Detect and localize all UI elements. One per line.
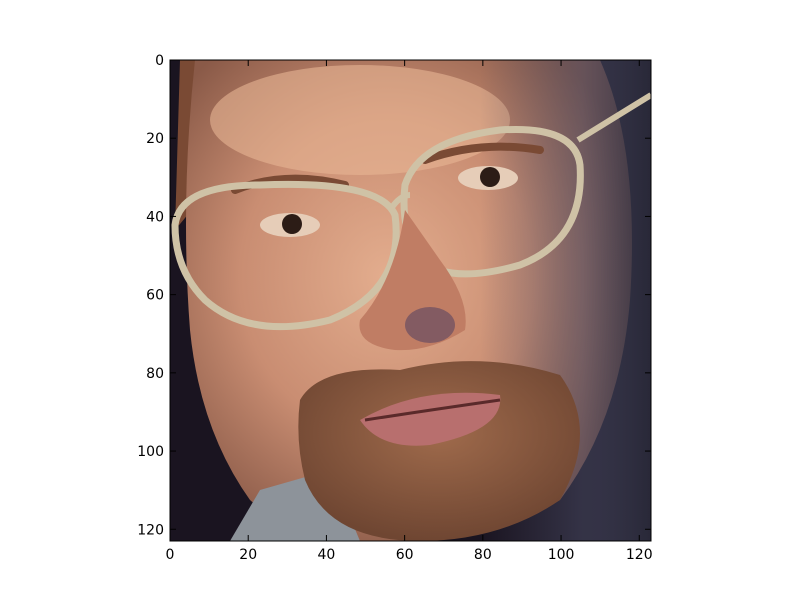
y-tick-label: 0	[155, 53, 164, 69]
x-tick-label: 0	[166, 547, 175, 563]
x-tick-label: 100	[548, 547, 575, 563]
right-eyebrow	[421, 142, 544, 164]
glasses-left-lens	[171, 180, 400, 331]
y-tick-label: 80	[146, 366, 164, 382]
glasses-temple	[576, 92, 651, 143]
axes-frame	[169, 59, 652, 542]
x-tick-label: 20	[239, 547, 257, 563]
x-tick-label: 120	[626, 547, 653, 563]
nose-shadow	[405, 307, 455, 343]
y-tick-label: 20	[146, 131, 164, 147]
portrait-photo	[170, 60, 651, 541]
glasses-bridge	[387, 192, 411, 212]
right-pupil	[480, 167, 500, 187]
beard	[298, 361, 580, 541]
x-tick-label: 40	[318, 547, 336, 563]
y-tick-label: 120	[137, 522, 164, 538]
y-tick-label: 100	[137, 444, 164, 460]
left-pupil	[282, 214, 302, 234]
y-tick-label: 40	[146, 209, 164, 225]
x-tick-label: 80	[474, 547, 492, 563]
forehead-highlight	[210, 65, 510, 175]
x-tick-label: 60	[396, 547, 414, 563]
y-tick-label: 60	[146, 288, 164, 304]
mouth-line	[364, 398, 501, 422]
